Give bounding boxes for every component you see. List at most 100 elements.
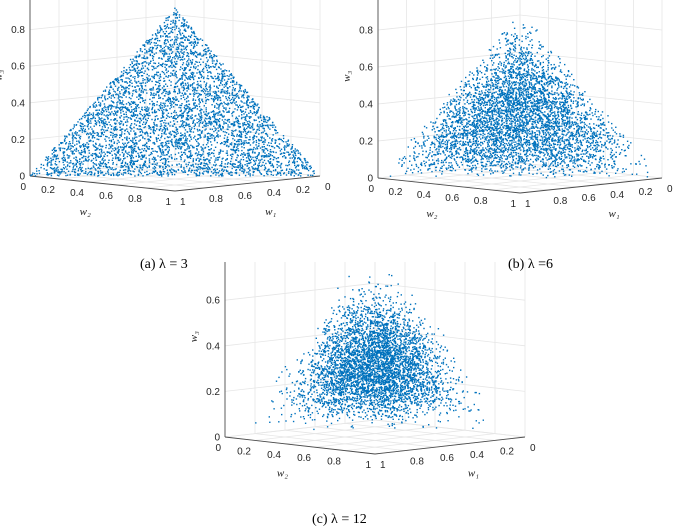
scatter-point bbox=[87, 160, 89, 162]
scatter-point bbox=[496, 121, 498, 123]
scatter-point bbox=[221, 162, 223, 165]
scatter-point bbox=[271, 140, 273, 142]
scatter-point bbox=[183, 45, 185, 48]
scatter-point bbox=[224, 131, 226, 133]
scatter-point bbox=[220, 164, 223, 166]
scatter-point bbox=[179, 145, 181, 148]
scatter-point bbox=[235, 140, 238, 143]
scatter-point bbox=[181, 103, 183, 105]
scatter-point bbox=[279, 150, 282, 152]
scatter-point bbox=[163, 157, 166, 160]
scatter-point bbox=[120, 162, 123, 165]
scatter-point bbox=[101, 149, 103, 151]
scatter-point bbox=[562, 115, 565, 118]
scatter-point bbox=[203, 136, 205, 138]
scatter-point bbox=[158, 94, 160, 96]
scatter-point bbox=[129, 146, 131, 149]
scatter-point bbox=[133, 126, 135, 129]
scatter-point bbox=[273, 147, 276, 149]
scatter-point bbox=[178, 79, 180, 81]
scatter-point bbox=[197, 92, 199, 95]
scatter-point bbox=[127, 172, 130, 174]
scatter-point bbox=[452, 136, 454, 138]
scatter-point bbox=[472, 104, 475, 106]
scatter-point bbox=[68, 134, 71, 136]
scatter-point bbox=[552, 123, 554, 125]
scatter-point bbox=[178, 106, 180, 109]
scatter-point bbox=[142, 167, 144, 169]
scatter-point bbox=[110, 107, 113, 109]
scatter-point bbox=[249, 105, 251, 108]
scatter-point bbox=[504, 163, 507, 166]
scatter-point bbox=[474, 114, 476, 116]
scatter-point bbox=[179, 126, 182, 128]
scatter-point bbox=[242, 156, 244, 158]
scatter-point bbox=[172, 46, 174, 48]
scatter-point bbox=[191, 110, 194, 112]
scatter-point bbox=[153, 141, 155, 144]
scatter-point bbox=[204, 117, 207, 119]
scatter-point bbox=[186, 100, 188, 102]
scatter-point bbox=[112, 88, 114, 90]
scatter-point bbox=[505, 60, 507, 62]
scatter-point bbox=[135, 139, 137, 142]
scatter-point bbox=[238, 125, 241, 128]
scatter-point bbox=[113, 141, 116, 143]
scatter-point bbox=[81, 151, 83, 153]
scatter-point bbox=[237, 106, 239, 109]
scatter-point bbox=[503, 71, 506, 74]
scatter-point bbox=[227, 96, 230, 98]
scatter-point bbox=[123, 88, 125, 90]
scatter-point bbox=[253, 134, 255, 137]
scatter-point bbox=[192, 131, 195, 133]
scatter-point bbox=[222, 170, 225, 172]
scatter-point bbox=[461, 164, 464, 166]
scatter-point bbox=[46, 173, 48, 176]
scatter-point bbox=[84, 128, 86, 131]
scatter-point bbox=[193, 104, 195, 106]
scatter-point bbox=[156, 65, 159, 68]
scatter-point bbox=[157, 87, 159, 90]
scatter-point bbox=[135, 110, 137, 112]
scatter-point bbox=[158, 79, 160, 82]
scatter-point bbox=[151, 118, 153, 121]
scatter-point bbox=[93, 163, 95, 165]
scatter-point bbox=[445, 108, 448, 110]
scatter-point bbox=[169, 97, 171, 100]
scatter-point bbox=[73, 149, 76, 151]
scatter-point bbox=[98, 113, 100, 115]
scatter-point bbox=[154, 119, 156, 122]
scatter-point bbox=[167, 173, 170, 175]
scatter-point bbox=[146, 170, 148, 173]
scatter-point bbox=[91, 118, 93, 120]
scatter-point bbox=[99, 161, 101, 163]
scatter-point bbox=[73, 124, 75, 126]
scatter-point bbox=[300, 172, 302, 174]
scatter-point bbox=[190, 44, 193, 46]
scatter-point bbox=[254, 163, 256, 165]
scatter-point bbox=[121, 79, 123, 81]
scatter-point bbox=[197, 163, 199, 166]
scatter-point bbox=[104, 118, 106, 121]
scatter-point bbox=[127, 77, 129, 79]
scatter-point bbox=[206, 133, 209, 135]
scatter-point bbox=[227, 162, 229, 164]
scatter-point bbox=[228, 118, 230, 121]
scatter-point bbox=[138, 170, 140, 173]
scatter-point bbox=[194, 99, 197, 101]
scatter-point bbox=[73, 153, 75, 155]
scatter-point bbox=[176, 146, 179, 148]
scatter-point bbox=[70, 162, 72, 164]
scatter-point bbox=[234, 88, 236, 90]
scatter-point bbox=[216, 118, 218, 121]
scatter-point bbox=[229, 154, 232, 156]
scatter-point bbox=[157, 137, 159, 140]
scatter-point bbox=[127, 109, 129, 112]
scatter-point bbox=[98, 156, 100, 158]
scatter-point bbox=[141, 154, 143, 156]
scatter-point bbox=[197, 96, 199, 98]
scatter-point bbox=[268, 155, 271, 157]
scatter-point bbox=[464, 114, 466, 116]
scatter-point bbox=[247, 95, 249, 97]
scatter-point bbox=[231, 80, 234, 82]
